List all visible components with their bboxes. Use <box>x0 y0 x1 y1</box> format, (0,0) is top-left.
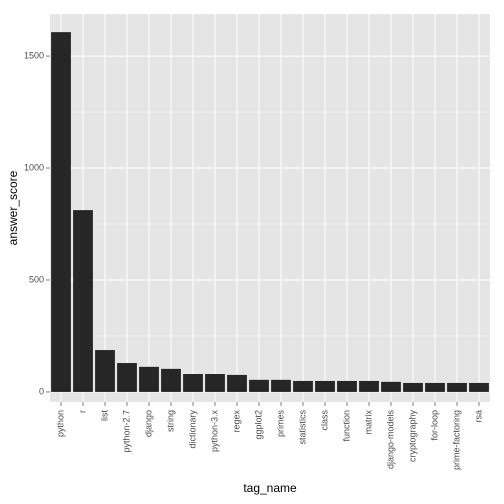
x-tick-label: django-models <box>385 410 395 470</box>
x-tick-label: prime-factoring <box>451 410 461 470</box>
bar <box>183 374 203 392</box>
x-tick-label: python <box>55 410 65 437</box>
bar <box>271 379 291 392</box>
y-tick-label: 500 <box>29 274 44 284</box>
x-tick-label: for-loop <box>429 410 439 441</box>
y-tick-label: 1000 <box>24 162 44 172</box>
x-tick-label: function <box>341 410 351 442</box>
bar <box>51 32 71 392</box>
x-tick-label: class <box>319 410 329 431</box>
x-tick-label: matrix <box>363 410 373 435</box>
bar <box>315 380 335 392</box>
bar <box>95 350 115 392</box>
x-tick-label: regex <box>231 410 241 433</box>
bar <box>337 380 357 392</box>
x-tick-label: python-3.x <box>209 410 219 453</box>
x-tick-label: cryptography <box>407 410 417 463</box>
y-tick-label: 0 <box>39 386 44 396</box>
bar <box>205 374 225 392</box>
x-tick-label: django <box>143 410 153 437</box>
bar <box>447 382 467 392</box>
y-axis-title: answer_score <box>6 170 20 245</box>
x-tick-label: primes <box>275 410 285 438</box>
bar <box>117 363 137 392</box>
bar <box>359 380 379 392</box>
bar <box>425 382 445 392</box>
x-axis-title: tag_name <box>243 481 297 495</box>
x-tick-label: r <box>77 410 87 413</box>
bar <box>227 374 247 392</box>
x-tick-label: list <box>99 410 109 421</box>
x-tick-label: dictionary <box>187 410 197 449</box>
plot-panel <box>50 14 490 402</box>
bar <box>403 382 423 392</box>
bar <box>249 379 269 392</box>
x-tick-label: string <box>165 410 175 432</box>
x-tick-label: rsa <box>473 410 483 423</box>
x-tick-label: statistics <box>297 410 307 445</box>
y-tick-label: 1500 <box>24 50 44 60</box>
bar <box>139 366 159 392</box>
bar <box>381 381 401 392</box>
bar <box>469 382 489 392</box>
x-tick-label: ggplot2 <box>253 410 263 440</box>
x-tick-label: python-2.7 <box>121 410 131 453</box>
bar <box>73 210 93 392</box>
bar <box>293 380 313 392</box>
bar <box>161 368 181 392</box>
